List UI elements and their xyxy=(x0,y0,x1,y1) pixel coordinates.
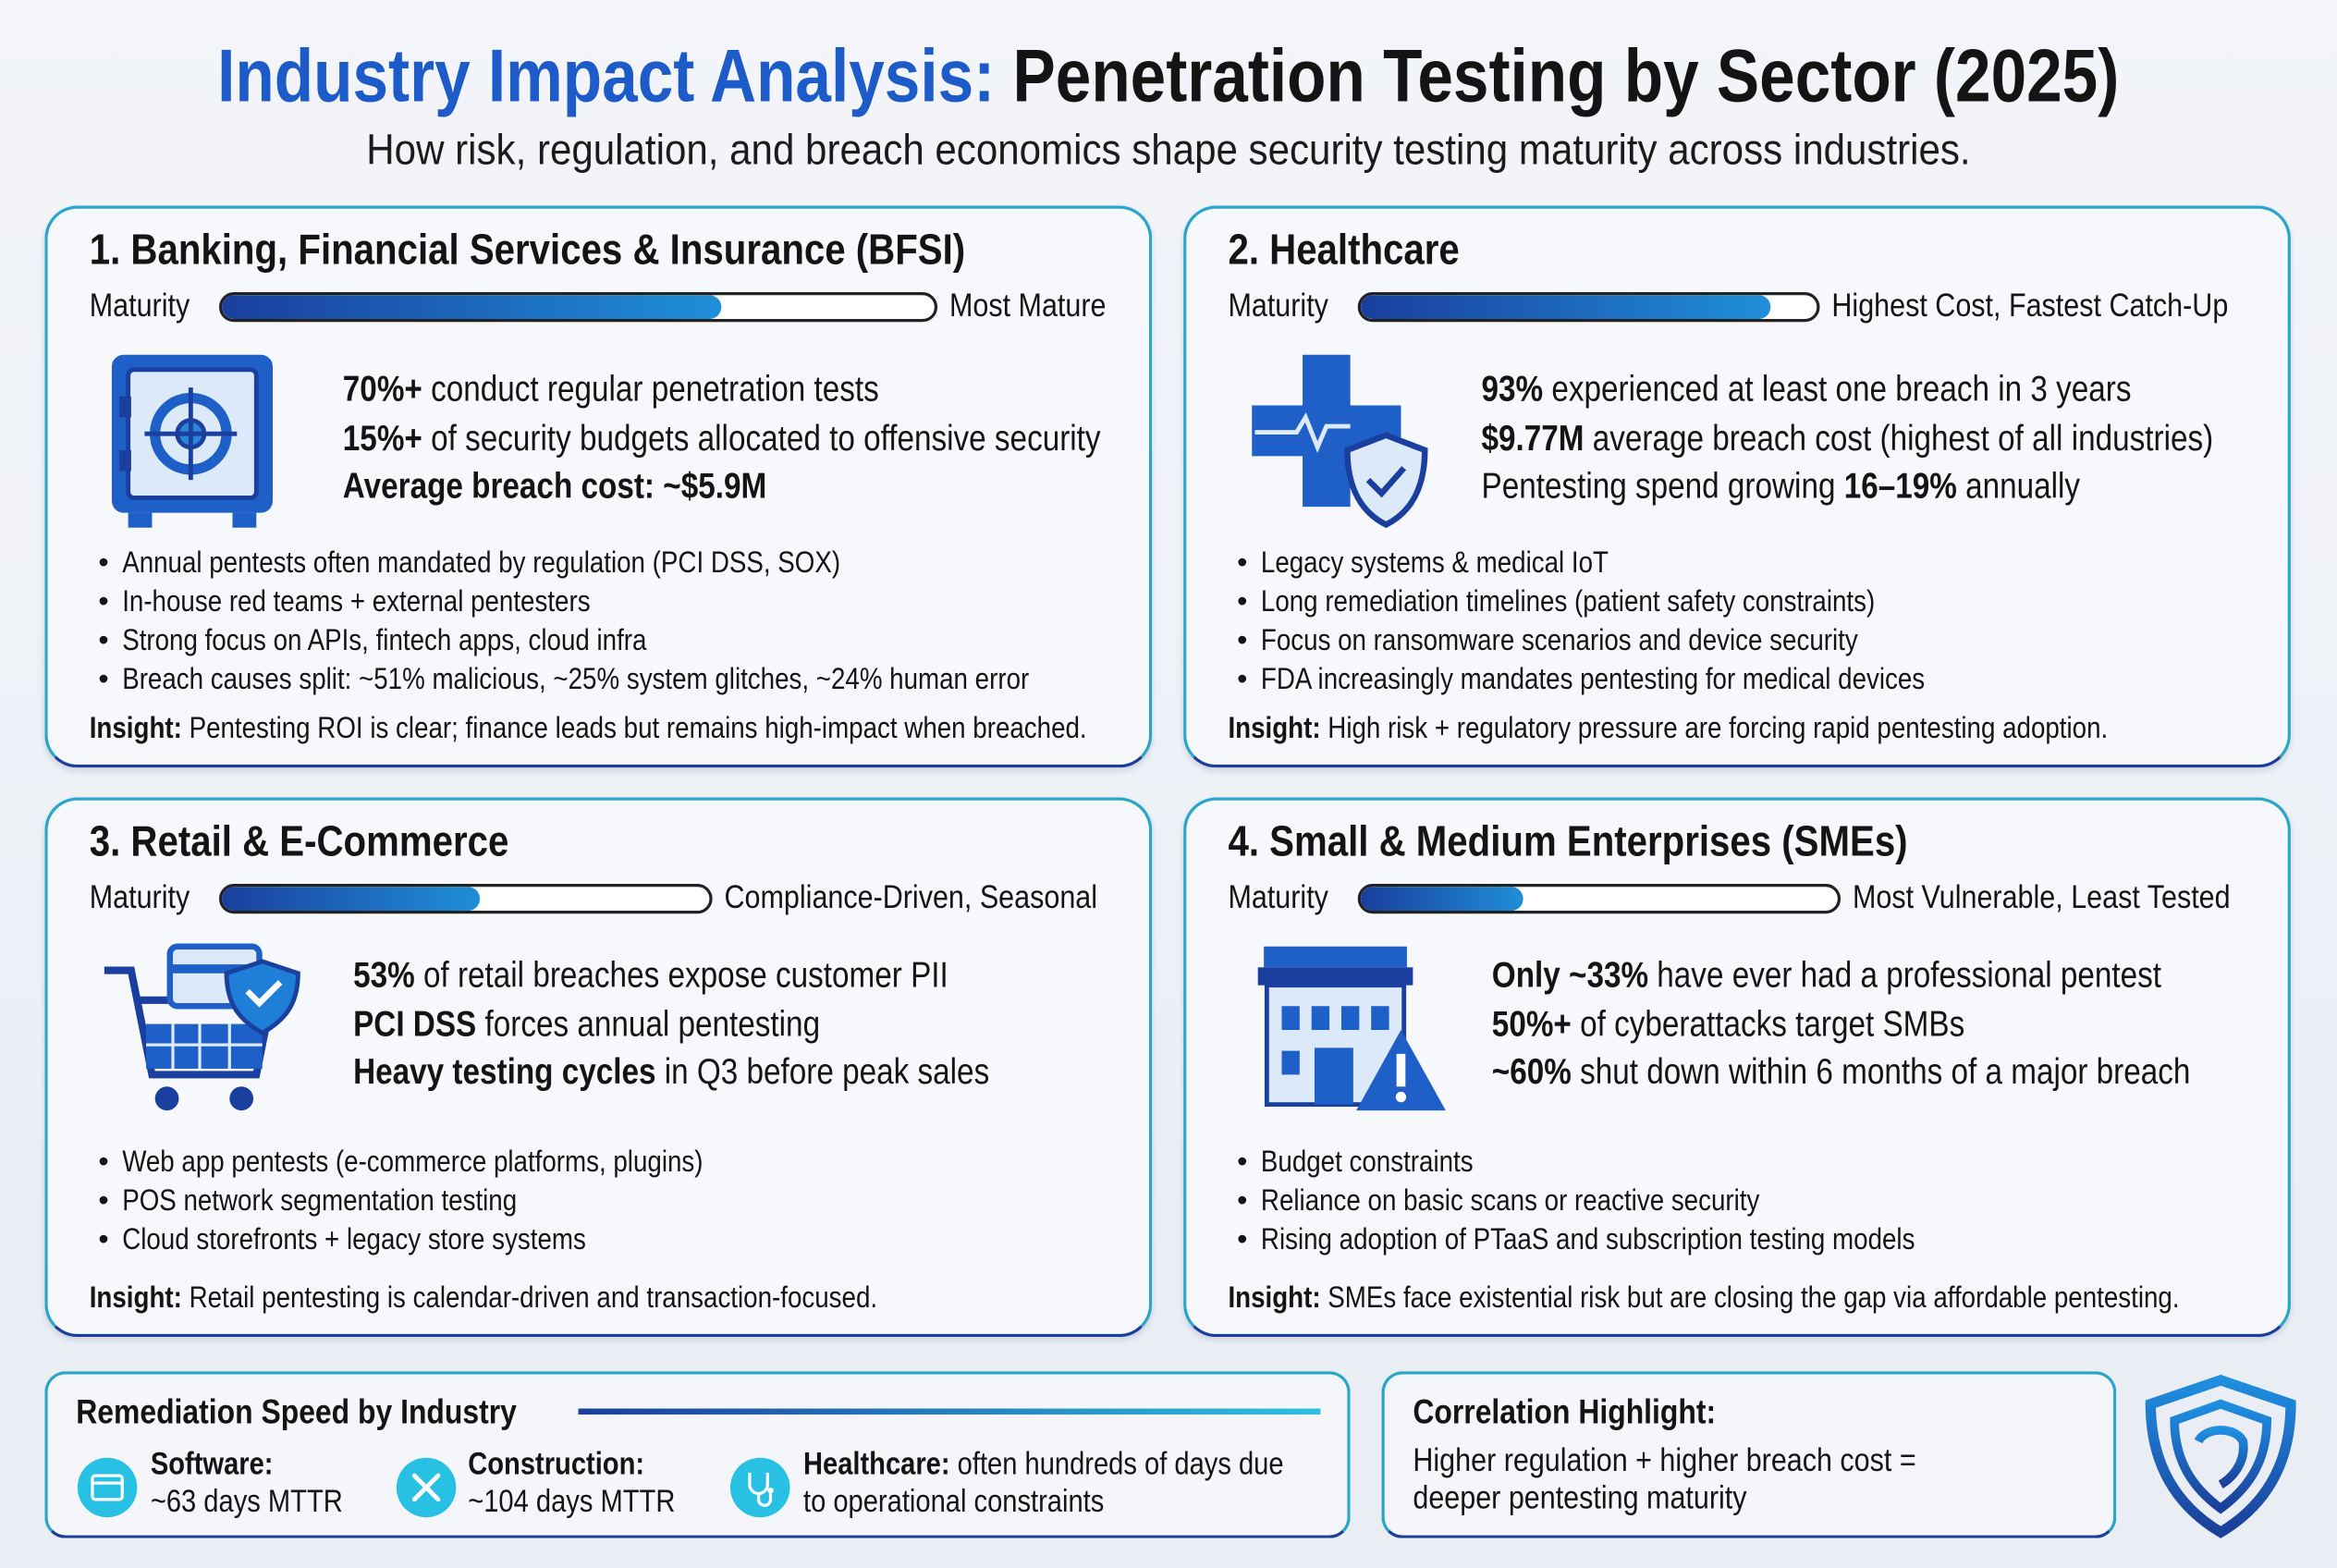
maturity-bar xyxy=(1357,291,1820,323)
maturity-label: Maturity xyxy=(89,286,190,324)
bullet-item: Strong focus on APIs, fintech apps, clou… xyxy=(98,621,1177,660)
remediation-healthcare: Healthcare: often hundreds of days due to… xyxy=(802,1447,1284,1519)
stat-line: 93% experienced at least one breach in 3… xyxy=(1481,369,2132,410)
subtitle: How risk, regulation, and breach economi… xyxy=(0,127,2337,176)
bullet-list: Legacy systems & medical IoTLong remedia… xyxy=(1237,544,2033,699)
remediation-construction: Construction: ~104 days MTTR xyxy=(468,1447,676,1519)
sector-card: 4. Small & Medium Enterprises (SMEs) Mat… xyxy=(1183,797,2291,1338)
bullet-item: Web app pentests (e-commerce platforms, … xyxy=(98,1144,797,1182)
card-title: 3. Retail & E-Commerce xyxy=(89,818,509,866)
divider xyxy=(578,1408,1321,1415)
building-warning-icon xyxy=(1254,944,1449,1122)
title-rest: Penetration Testing by Sector (2025) xyxy=(995,34,2120,118)
bullet-item: Cloud storefronts + legacy store systems xyxy=(98,1220,797,1259)
stat-line: Heavy testing cycles in Q3 before peak s… xyxy=(353,1052,990,1093)
bullet-item: Legacy systems & medical IoT xyxy=(1237,544,2033,582)
key-stats: 93% experienced at least one breach in 3… xyxy=(1482,367,2333,512)
bullet-item: Budget constraints xyxy=(1237,1144,2022,1182)
bullet-item: Rising adoption of PTaaS and subscriptio… xyxy=(1237,1220,2022,1259)
stat-line: $9.77M average breach cost (highest of a… xyxy=(1481,418,2214,459)
subtitle-text: How risk, regulation, and breach economi… xyxy=(366,127,1971,175)
maturity-fill xyxy=(222,887,481,912)
key-stats: 53% of retail breaches expose customer P… xyxy=(353,952,1093,1097)
card-title: 2. Healthcare xyxy=(1228,227,1460,275)
sector-card: 1. Banking, Financial Services & Insuran… xyxy=(44,205,1153,768)
stat-line: Average breach cost: ~$5.9M xyxy=(342,466,767,508)
stat-line: 53% of retail breaches expose customer P… xyxy=(353,955,948,996)
remediation-software: Software: ~63 days MTTR xyxy=(150,1447,343,1519)
maturity-label: Maturity xyxy=(89,877,190,915)
maturity-label: Maturity xyxy=(1228,286,1328,324)
bullet-list: Web app pentests (e-commerce platforms, … xyxy=(98,1144,797,1260)
title-accent: Industry Impact Analysis: xyxy=(217,34,996,118)
bullet-item: Breach causes split: ~51% malicious, ~25… xyxy=(98,660,1177,699)
safe-icon xyxy=(107,351,278,538)
key-stats: Only ~33% have ever had a professional p… xyxy=(1492,952,2305,1097)
maturity-bar xyxy=(218,291,938,323)
maturity-label: Maturity xyxy=(1228,877,1328,915)
page-title: Industry Impact Analysis: Penetration Te… xyxy=(0,32,2337,119)
maturity-fill xyxy=(1360,887,1523,912)
correlation-text: Higher regulation + higher breach cost =… xyxy=(1413,1440,1916,1516)
tools-icon xyxy=(396,1457,457,1518)
insight: Insight: Retail pentesting is calendar-d… xyxy=(89,1281,878,1315)
stat-line: 15%+ of security budgets allocated to of… xyxy=(342,418,1101,459)
stat-line: ~60% shut down within 6 months of a majo… xyxy=(1491,1052,2191,1093)
card-title: 4. Small & Medium Enterprises (SMEs) xyxy=(1228,818,1908,866)
bullet-item: Annual pentests often mandated by regula… xyxy=(98,544,1177,582)
remediation-panel: Remediation Speed by Industry Software: ~… xyxy=(44,1371,1351,1538)
stat-line: PCI DSS forces annual pentesting xyxy=(353,1003,821,1045)
stat-line: Only ~33% have ever had a professional p… xyxy=(1491,955,2162,996)
bullet-list: Budget constraintsReliance on basic scan… xyxy=(1237,1144,2022,1260)
insight: Insight: Pentesting ROI is clear; financ… xyxy=(89,712,1087,746)
correlation-title: Correlation Highlight: xyxy=(1413,1391,1717,1431)
sector-card: 3. Retail & E-Commerce Maturity Complian… xyxy=(44,797,1153,1338)
stat-line: 50%+ of cyberattacks target SMBs xyxy=(1491,1003,1965,1045)
software-window-icon xyxy=(77,1457,138,1518)
maturity-note: Most Mature xyxy=(948,286,1107,324)
correlation-panel: Correlation Highlight: Higher regulation… xyxy=(1381,1371,2117,1538)
maturity-bar xyxy=(218,884,713,914)
maturity-note: Highest Cost, Fastest Catch-Up xyxy=(1831,286,2229,324)
stethoscope-icon xyxy=(729,1457,790,1518)
insight: Insight: SMEs face existential risk but … xyxy=(1228,1281,2180,1315)
bullet-item: Long remediation timelines (patient safe… xyxy=(1237,582,2033,621)
maturity-note: Most Vulnerable, Least Tested xyxy=(1852,877,2231,915)
bullet-item: FDA increasingly mandates pentesting for… xyxy=(1237,660,2033,699)
stat-line: 70%+ conduct regular penetration tests xyxy=(342,369,879,410)
medical-cross-shield-icon xyxy=(1246,351,1433,538)
shield-logo-icon xyxy=(2139,1374,2303,1545)
sector-card: 2. Healthcare Maturity Highest Cost, Fas… xyxy=(1183,205,2291,768)
remediation-title: Remediation Speed by Industry xyxy=(76,1391,517,1431)
card-title: 1. Banking, Financial Services & Insuran… xyxy=(89,227,966,275)
insight: Insight: High risk + regulatory pressure… xyxy=(1228,712,2109,746)
maturity-note: Compliance-Driven, Seasonal xyxy=(724,877,1098,915)
bullet-item: Reliance on basic scans or reactive secu… xyxy=(1237,1182,2022,1220)
bullet-item: Focus on ransomware scenarios and device… xyxy=(1237,621,2033,660)
key-stats: 70%+ conduct regular penetration tests 15… xyxy=(343,367,1224,512)
shopping-cart-shield-icon xyxy=(102,940,303,1123)
bullet-list: Annual pentests often mandated by regula… xyxy=(98,544,1177,699)
maturity-fill xyxy=(1360,295,1771,320)
maturity-fill xyxy=(222,295,721,320)
stat-line: Pentesting spend growing 16–19% annually xyxy=(1481,466,2081,508)
bullet-item: POS network segmentation testing xyxy=(98,1182,797,1220)
bullet-item: In-house red teams + external pentesters xyxy=(98,582,1177,621)
maturity-bar xyxy=(1357,884,1841,914)
